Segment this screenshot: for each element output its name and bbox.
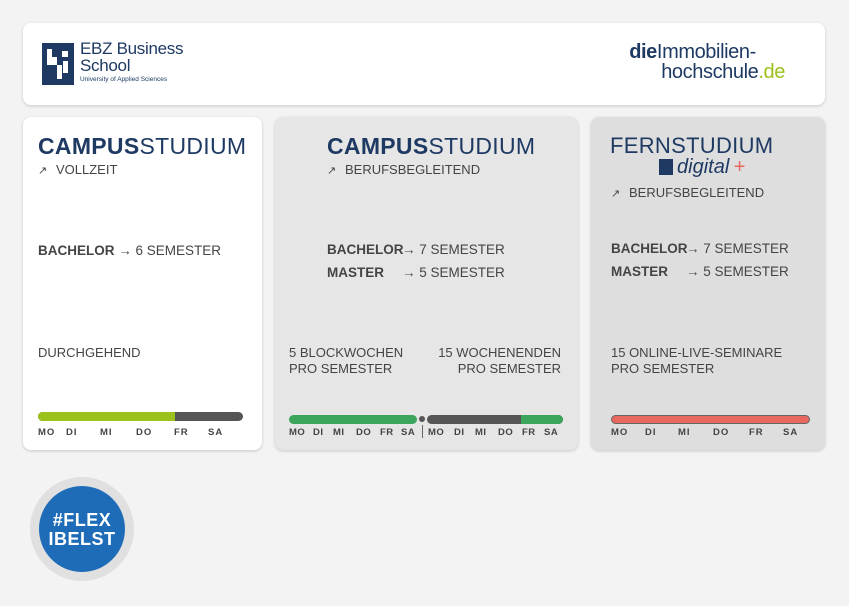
bachelor-row: BACHELOR → 6 SEMESTER	[38, 243, 222, 258]
badge-line2: IBELST	[48, 529, 116, 549]
plus-icon: +	[733, 156, 746, 178]
header-banner: EBZ Business School University of Applie…	[23, 23, 825, 105]
weekday-labels-left: MO DI MI DO FR SA	[289, 427, 416, 438]
arrow-up-right-icon: ↗	[38, 165, 48, 177]
blockwochen-bar	[289, 415, 417, 424]
immobilien-text: Immobilien-	[656, 41, 756, 63]
bachelor-row: BACHELOR→ 7 SEMESTER	[327, 242, 505, 257]
card-fernstudium-digital[interactable]: FERNSTUDIUM digital + ↗ BERUFSBEGLEITEND …	[591, 117, 825, 450]
flexibelst-badge: #FLEX IBELST	[30, 477, 134, 581]
arrow-right-icon: →	[686, 241, 700, 256]
badge-line1: #FLEX	[52, 510, 112, 530]
card-title: CAMPUSSTUDIUM	[327, 133, 536, 159]
arrow-up-right-icon: ↗	[327, 165, 337, 177]
weekday-labels-right: MO DI MI DO FR SA	[428, 427, 559, 438]
master-row: MASTER → 5 SEMESTER	[611, 264, 789, 279]
wochenenden-bar-fill	[521, 415, 563, 424]
separator-dot	[419, 416, 425, 422]
arrow-right-icon: →	[402, 265, 416, 280]
digital-plus-label: digital +	[659, 156, 745, 179]
flexibelst-badge-inner: #FLEX IBELST	[39, 486, 125, 572]
card-title: CAMPUSSTUDIUM	[38, 133, 247, 159]
weekday-bar-fill	[38, 412, 176, 421]
die-text: die	[629, 41, 657, 63]
weekday-labels: MO DI MI DO FR SA	[611, 427, 799, 438]
bachelor-row: BACHELOR→ 7 SEMESTER	[611, 241, 789, 256]
arrow-right-icon: →	[402, 242, 416, 257]
immobilienhochschule-logo: dieImmobilien- hochschule.de	[629, 42, 785, 82]
ebz-title-line2: School	[80, 56, 131, 75]
card-title: FERNSTUDIUM	[610, 133, 774, 158]
arrow-right-icon: →	[686, 264, 700, 279]
card-campusstudium-vollzeit[interactable]: CAMPUSSTUDIUM ↗ VOLLZEIT BACHELOR → 6 SEM…	[23, 117, 262, 450]
ebz-mini-logo-icon	[659, 159, 673, 175]
day-divider	[422, 425, 423, 438]
wochenenden-bar	[427, 415, 563, 424]
ebz-title-line1: EBZ Business	[80, 39, 184, 58]
card-subtitle: ↗ BERUFSBEGLEITEND	[611, 185, 765, 200]
ebz-subtitle: University of Applied Sciences	[80, 76, 168, 83]
card-campusstudium-berufsbegleitend[interactable]: CAMPUSSTUDIUM ↗ BERUFSBEGLEITEND BACHELOR…	[275, 117, 578, 450]
schedule-left: 5 BLOCKWOCHEN PRO SEMESTER	[289, 345, 404, 376]
ebz-business-school-logo: EBZ Business School University of Applie…	[80, 40, 183, 84]
arrow-right-icon: →	[118, 243, 132, 258]
master-row: MASTER → 5 SEMESTER	[327, 265, 505, 280]
online-seminar-bar	[611, 415, 810, 424]
weekday-labels: MO DI MI DO FR SA	[38, 427, 224, 438]
card-subtitle: ↗ VOLLZEIT	[38, 162, 118, 177]
schedule-text: DURCHGEHEND	[38, 345, 141, 360]
arrow-up-right-icon: ↗	[611, 188, 621, 200]
schedule-right: 15 WOCHENENDEN PRO SEMESTER	[438, 345, 561, 376]
ebz-logo-icon	[42, 43, 74, 85]
card-subtitle: ↗ BERUFSBEGLEITEND	[327, 162, 481, 177]
weekday-bar	[38, 412, 243, 421]
hochschule-text: hochschule	[661, 61, 759, 83]
schedule-text: 15 ONLINE-LIVE-SEMINARE PRO SEMESTER	[611, 345, 783, 376]
domain-tld-text: .de	[758, 61, 785, 83]
